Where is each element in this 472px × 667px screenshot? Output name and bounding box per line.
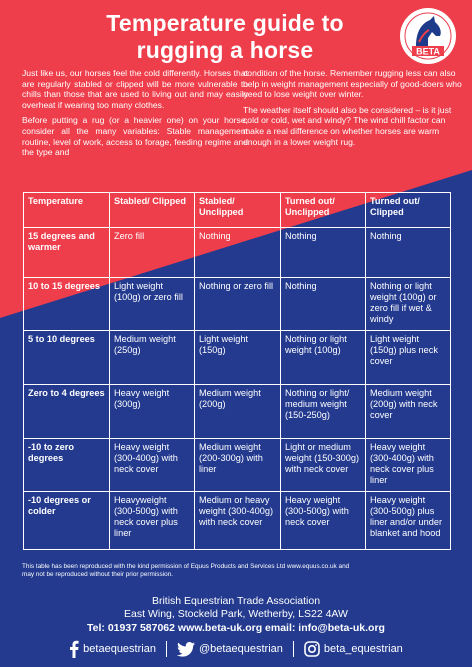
instagram-handle: beta_equestrian <box>323 643 403 655</box>
table-cell: Heavyweight (300-500g) with neck cover p… <box>109 491 195 550</box>
social-links: betaequestrian @betaequestrian beta_eque… <box>0 638 472 660</box>
table-cell: Nothing <box>280 277 366 331</box>
rugging-guide-table: Temperature Stabled/ Clipped Stabled/ Un… <box>23 192 451 550</box>
table-cell: Light weight (100g) or zero fill <box>109 277 195 331</box>
title-line-1: Temperature guide to <box>106 10 344 36</box>
temperature-cell: 15 degrees and warmer <box>23 227 110 278</box>
table-cell: Nothing or light weight (100g) <box>280 330 366 385</box>
temperature-cell: Zero to 4 degrees <box>23 384 110 439</box>
column-header-turned-out-unclipped: Turned out/ Unclipped <box>280 192 366 228</box>
page-title: Temperature guide to rugging a horse <box>60 10 390 64</box>
intro-paragraph: condition of the horse. Remember rugging… <box>243 68 462 100</box>
table-cell: Medium weight (200-300g) with liner <box>194 438 281 492</box>
table-cell: Medium or heavy weight (300-400g) with n… <box>194 491 281 550</box>
beta-logo: BETA <box>398 6 458 66</box>
table-cell: Medium weight (200g) <box>194 384 281 439</box>
divider <box>292 641 294 657</box>
twitter-icon <box>176 641 195 657</box>
table-cell: Light or medium weight (150-300g) with n… <box>280 438 366 492</box>
intro-right-column: condition of the horse. Remember rugging… <box>243 68 463 152</box>
association-block: British Equestrian Trade Association Eas… <box>0 595 472 621</box>
facebook-link[interactable]: betaequestrian <box>69 640 156 658</box>
table-cell: Medium weight (250g) <box>109 330 195 385</box>
facebook-icon <box>69 640 79 658</box>
table-row: Zero to 4 degrees Heavy weight (300g) Me… <box>23 384 451 439</box>
table-cell: Nothing <box>194 227 281 278</box>
twitter-handle: @betaequestrian <box>198 643 283 655</box>
footnote-line: may not be reproduced without their prio… <box>22 571 173 578</box>
intro-paragraph: Just like us, our horses feel the cold d… <box>22 68 248 110</box>
table-header-row: Temperature Stabled/ Clipped Stabled/ Un… <box>23 192 451 228</box>
facebook-handle: betaequestrian <box>83 643 156 655</box>
intro-paragraph: The weather itself should also be consid… <box>243 104 452 147</box>
column-header-stabled-clipped: Stabled/ Clipped <box>109 192 195 228</box>
table-cell: Heavy weight (300-500g) plus liner and/o… <box>365 491 451 550</box>
table-row: -10 to zero degrees Heavy weight (300-40… <box>23 438 451 492</box>
temperature-cell: 5 to 10 degrees <box>23 330 110 385</box>
table-cell: Heavy weight (300-400g) with neck cover … <box>365 438 451 492</box>
contact-line[interactable]: Tel: 01937 587062 www.beta-uk.org email:… <box>87 622 385 634</box>
table-cell: Nothing <box>280 227 366 278</box>
table-row: -10 degrees or colder Heavyweight (300-5… <box>23 491 451 550</box>
column-header-temperature: Temperature <box>23 192 110 228</box>
table-cell: Nothing <box>365 227 451 278</box>
column-header-turned-out-clipped: Turned out/ Clipped <box>365 192 451 228</box>
table-cell: Light weight (150g) <box>194 330 281 385</box>
table-row: 15 degrees and warmer Zero fill Nothing … <box>23 227 451 278</box>
svg-text:BETA: BETA <box>416 47 440 57</box>
intro-left-column: Just like us, our horses feel the cold d… <box>22 68 248 163</box>
table-cell: Zero fill <box>109 227 195 278</box>
title-line-2: rugging a horse <box>136 37 314 63</box>
instagram-link[interactable]: beta_equestrian <box>304 641 403 657</box>
permission-footnote: This table has been reproduced with the … <box>22 563 452 579</box>
temperature-cell: -10 to zero degrees <box>23 438 110 492</box>
twitter-link[interactable]: @betaequestrian <box>176 641 283 657</box>
table-cell: Heavy weight (300-500g) with neck cover <box>280 491 366 550</box>
divider <box>165 641 167 657</box>
table-cell: Light weight (150g) plus neck cover <box>365 330 451 385</box>
intro-paragraph: Before putting a rug (or a heavier one) … <box>22 115 248 158</box>
table-cell: Nothing or zero fill <box>194 277 281 331</box>
association-address: East Wing, Stockeld Park, Wetherby, LS22… <box>124 608 348 620</box>
table-cell: Heavy weight (300g) <box>109 384 195 439</box>
temperature-cell: 10 to 15 degrees <box>23 277 110 331</box>
column-header-stabled-unclipped: Stabled/ Unclipped <box>194 192 281 228</box>
table-cell: Medium weight (200g) with neck cover <box>365 384 451 439</box>
table-row: 10 to 15 degrees Light weight (100g) or … <box>23 277 451 331</box>
temperature-cell: -10 degrees or colder <box>23 491 110 550</box>
table-cell: Heavy weight (300-400g) with neck cover <box>109 438 195 492</box>
table-cell: Nothing or light weight (100g) or zero f… <box>365 277 451 331</box>
instagram-icon <box>304 641 320 657</box>
footnote-line: This table has been reproduced with the … <box>22 563 350 570</box>
table-row: 5 to 10 degrees Medium weight (250g) Lig… <box>23 330 451 385</box>
table-cell: Nothing or light/ medium weight (150-250… <box>280 384 366 439</box>
association-name: British Equestrian Trade Association <box>151 595 321 607</box>
